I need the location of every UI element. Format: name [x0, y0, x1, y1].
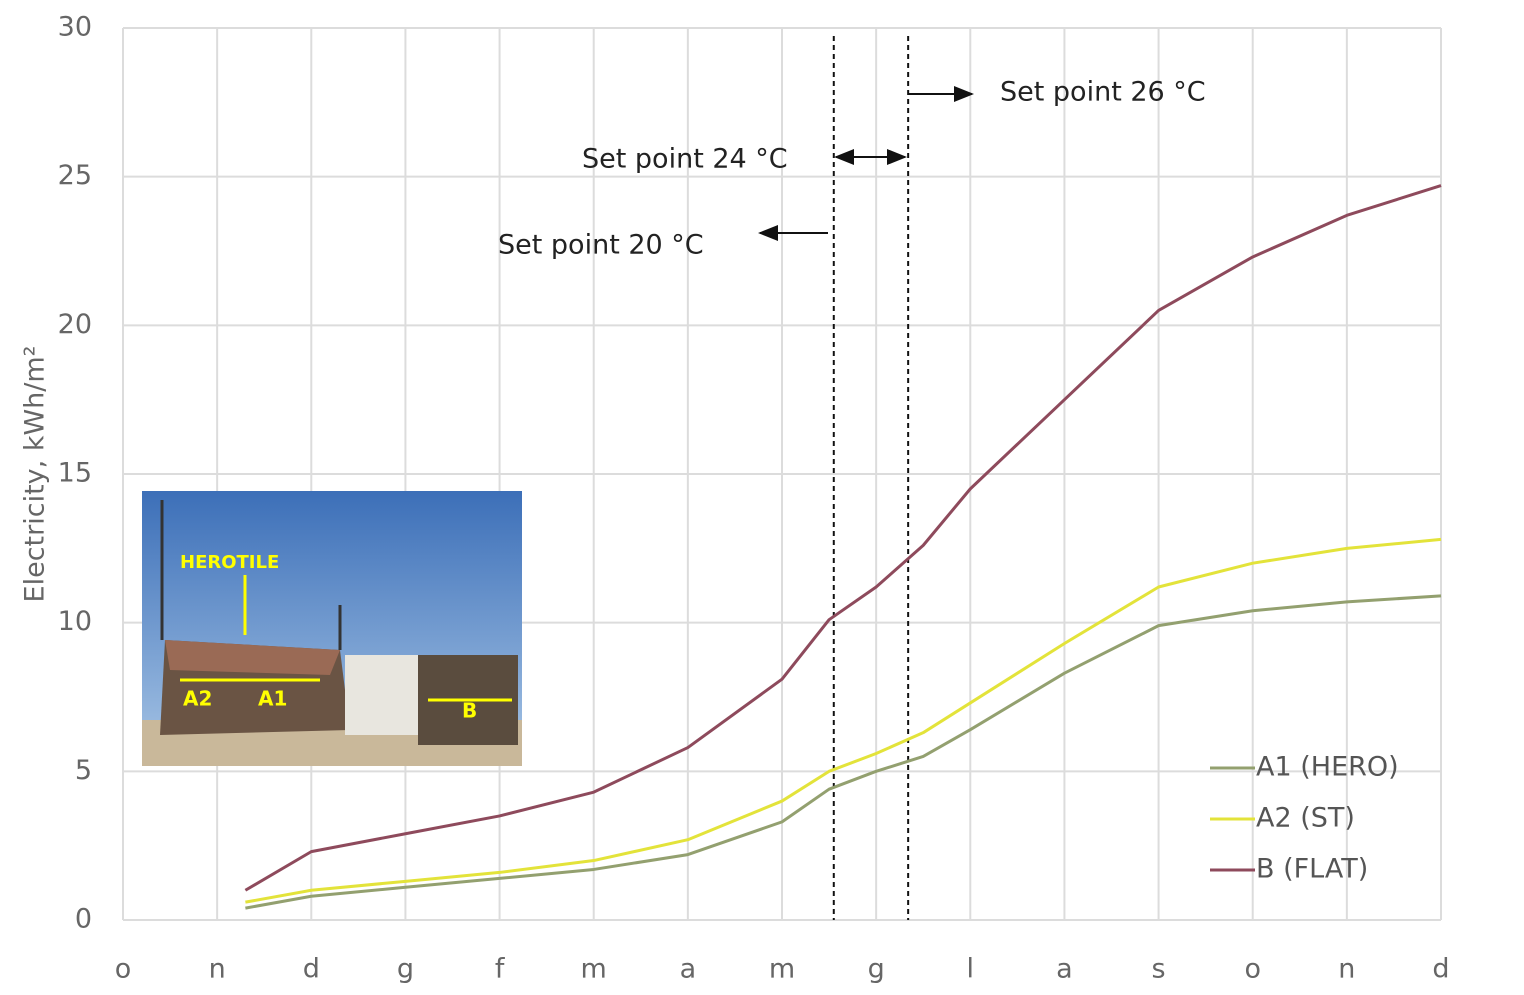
inset-label: A2: [183, 687, 212, 711]
y-tick-label: 30: [58, 12, 92, 43]
x-tick-label: m: [581, 954, 607, 985]
x-tick-label: g: [868, 954, 885, 985]
x-tick-label: s: [1152, 954, 1166, 985]
x-tick-label: d: [1432, 954, 1449, 985]
chart: Set point 26 °C Set point 24 °C Set poin…: [0, 0, 1524, 991]
x-tick-label: n: [209, 954, 226, 985]
legend-label: A2 (ST): [1256, 803, 1355, 834]
x-tick-label: a: [680, 954, 697, 985]
annotation: Set point 24 °C: [582, 144, 788, 175]
y-tick-label: 25: [58, 160, 92, 191]
x-tick-label: l: [967, 954, 975, 985]
legend-label: B (FLAT): [1256, 854, 1368, 885]
y-tick-label: 10: [58, 606, 92, 637]
y-tick-label: 0: [75, 904, 92, 935]
x-tick-label: a: [1056, 954, 1073, 985]
legend-label: A1 (HERO): [1256, 752, 1399, 783]
y-axis-label: Electricity, kWh/m²: [20, 346, 51, 603]
x-tick-label: f: [495, 954, 506, 985]
y-tick-label: 15: [58, 458, 92, 489]
inset-label: HEROTILE: [180, 552, 279, 573]
inset-label: B: [462, 699, 477, 723]
inset-label: A1: [258, 687, 287, 711]
x-tick-label: n: [1338, 954, 1355, 985]
x-tick-label: o: [115, 954, 132, 985]
x-tick-label: d: [303, 954, 320, 985]
x-tick-label: o: [1244, 954, 1261, 985]
y-tick-label: 20: [58, 309, 92, 340]
x-tick-label: m: [769, 954, 795, 985]
inset-photo: HEROTILE A2 A1 B: [142, 491, 522, 766]
annotation: Set point 26 °C: [1000, 77, 1206, 108]
annotation: Set point 20 °C: [498, 230, 704, 261]
y-tick-label: 5: [75, 755, 92, 786]
x-tick-label: g: [397, 954, 414, 985]
